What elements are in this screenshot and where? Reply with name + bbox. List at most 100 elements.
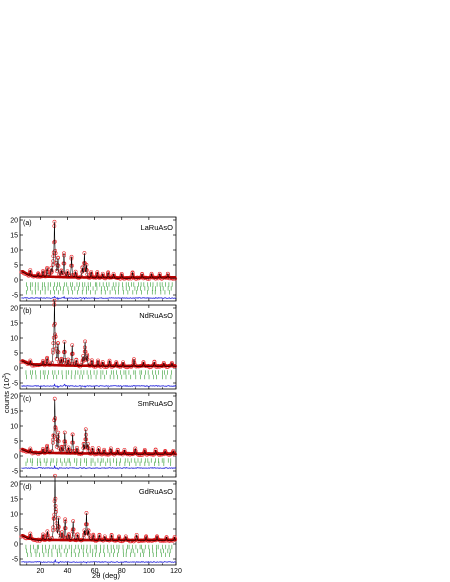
y-tick-label: 5 xyxy=(14,262,18,269)
observed-point xyxy=(102,447,107,452)
observed-point xyxy=(123,534,128,539)
x-tick-label: 100 xyxy=(143,568,155,575)
difference-curve xyxy=(21,383,177,389)
observed-point xyxy=(109,533,114,537)
compound-label: LaRuAsO xyxy=(140,223,173,232)
observed-point xyxy=(134,532,139,537)
panel-tag: (b) xyxy=(23,308,32,315)
calculated-profile xyxy=(21,475,177,542)
reflection-row xyxy=(25,461,171,466)
reflection-row xyxy=(26,548,171,554)
observed-point xyxy=(130,270,135,275)
observed-points xyxy=(19,298,178,370)
observed-point xyxy=(106,270,111,275)
observed-point xyxy=(155,534,159,539)
panel-smruaso: -5 0 5 10 15 20 (c) SmRuAsO xyxy=(10,392,178,478)
y-tick-label: -5 xyxy=(12,468,18,475)
plot-frame xyxy=(19,480,177,566)
plot-frame xyxy=(19,216,177,302)
reflection-row xyxy=(25,370,172,375)
observed-point xyxy=(97,532,102,537)
compound-label: NdRuAsO xyxy=(139,311,173,320)
observed-point xyxy=(90,446,95,450)
y-tick-label: 15 xyxy=(10,496,18,503)
reflection-row xyxy=(27,286,172,291)
observed-point xyxy=(149,271,154,276)
y-tick-label: 5 xyxy=(14,526,18,533)
y-tick-label: -5 xyxy=(12,292,18,299)
y-tick-label: 15 xyxy=(10,232,18,239)
observed-point xyxy=(102,534,107,539)
x-axis-title: 2θ (deg) xyxy=(92,571,120,580)
reflection-row xyxy=(26,374,172,380)
observed-point xyxy=(75,532,80,537)
observed-point xyxy=(36,271,41,276)
y-tick-label: 0 xyxy=(14,365,18,372)
panel-tag: (c) xyxy=(23,396,31,403)
observed-point xyxy=(119,272,124,276)
observed-point xyxy=(114,360,119,365)
y-tick-label: 10 xyxy=(10,511,18,518)
y-axis-title-exponent: 3 xyxy=(2,375,8,378)
y-axis-title-close: ) xyxy=(2,372,11,375)
y-tick-label: 20 xyxy=(10,393,18,400)
observed-point xyxy=(108,446,113,451)
y-axis-title: counts (103) xyxy=(2,372,11,413)
x-tick-label: 80 xyxy=(118,568,126,575)
x-tick-label: 20 xyxy=(36,568,44,575)
calculated-profile xyxy=(21,300,177,367)
observed-point xyxy=(133,446,138,451)
panel-gdruaso: -5 0 5 10 15 20 20 40 60 80 100 120 (d) GdRuAsO xyxy=(10,473,182,575)
observed-point xyxy=(100,271,105,276)
observed-point xyxy=(66,532,71,537)
panel-tag: (a) xyxy=(23,220,32,227)
observed-point xyxy=(140,271,144,276)
observed-point xyxy=(141,360,146,365)
observed-point xyxy=(54,268,59,273)
observed-point xyxy=(91,532,96,537)
y-tick-label: 15 xyxy=(10,408,18,415)
reflection-row xyxy=(26,290,171,295)
observed-point xyxy=(111,271,116,276)
observed-point xyxy=(121,360,126,365)
y-tick-label: 5 xyxy=(14,350,18,357)
observed-point xyxy=(107,358,112,363)
y-tick-label: -5 xyxy=(12,380,18,387)
compound-label: GdRuAsO xyxy=(139,487,173,496)
observed-point xyxy=(142,448,147,452)
background-band xyxy=(20,447,177,455)
panel-laruaso: -5 0 5 10 15 20 (a) LaRuAsO xyxy=(10,216,178,302)
observed-point xyxy=(59,444,64,449)
x-tick-label: 40 xyxy=(64,568,72,575)
observed-point xyxy=(28,531,33,536)
observed-point xyxy=(165,271,170,276)
y-tick-label: 20 xyxy=(10,481,18,488)
y-tick-label: 20 xyxy=(10,217,18,224)
observed-point xyxy=(28,358,33,363)
panel-tag: (d) xyxy=(23,484,32,491)
plot-frame xyxy=(19,304,177,390)
observed-point xyxy=(152,360,157,364)
observed-point xyxy=(59,356,64,361)
y-tick-label: 15 xyxy=(10,320,18,327)
y-tick-label: 0 xyxy=(14,541,18,548)
plot-frame xyxy=(19,392,177,478)
difference-curve xyxy=(21,558,177,564)
calculated-profile xyxy=(21,399,177,455)
reflection-row xyxy=(26,282,173,287)
x-tick-label: 60 xyxy=(91,568,99,575)
observed-point xyxy=(153,448,158,452)
observed-point xyxy=(41,269,45,273)
x-tick-label: 120 xyxy=(170,568,182,575)
observed-point xyxy=(66,445,71,450)
observed-point xyxy=(41,532,45,537)
observed-point xyxy=(115,447,120,452)
y-tick-label: 10 xyxy=(10,423,18,430)
observed-point xyxy=(90,358,94,363)
observed-point xyxy=(96,358,100,363)
y-tick-label: 0 xyxy=(14,453,18,460)
observed-point xyxy=(89,270,94,274)
observed-point xyxy=(144,534,149,539)
observed-point xyxy=(100,360,105,364)
observed-point xyxy=(117,534,121,539)
